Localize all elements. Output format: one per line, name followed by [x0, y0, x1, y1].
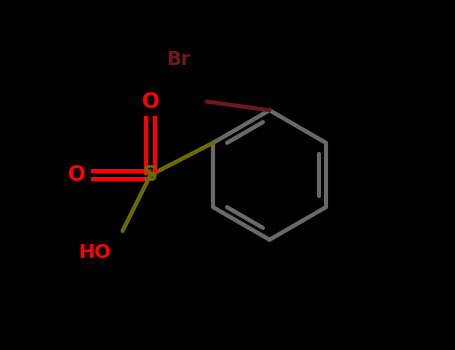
Text: S: S — [143, 165, 158, 185]
Text: O: O — [142, 92, 159, 112]
Text: HO: HO — [78, 243, 111, 261]
Text: O: O — [68, 165, 86, 185]
Text: Br: Br — [167, 50, 191, 69]
